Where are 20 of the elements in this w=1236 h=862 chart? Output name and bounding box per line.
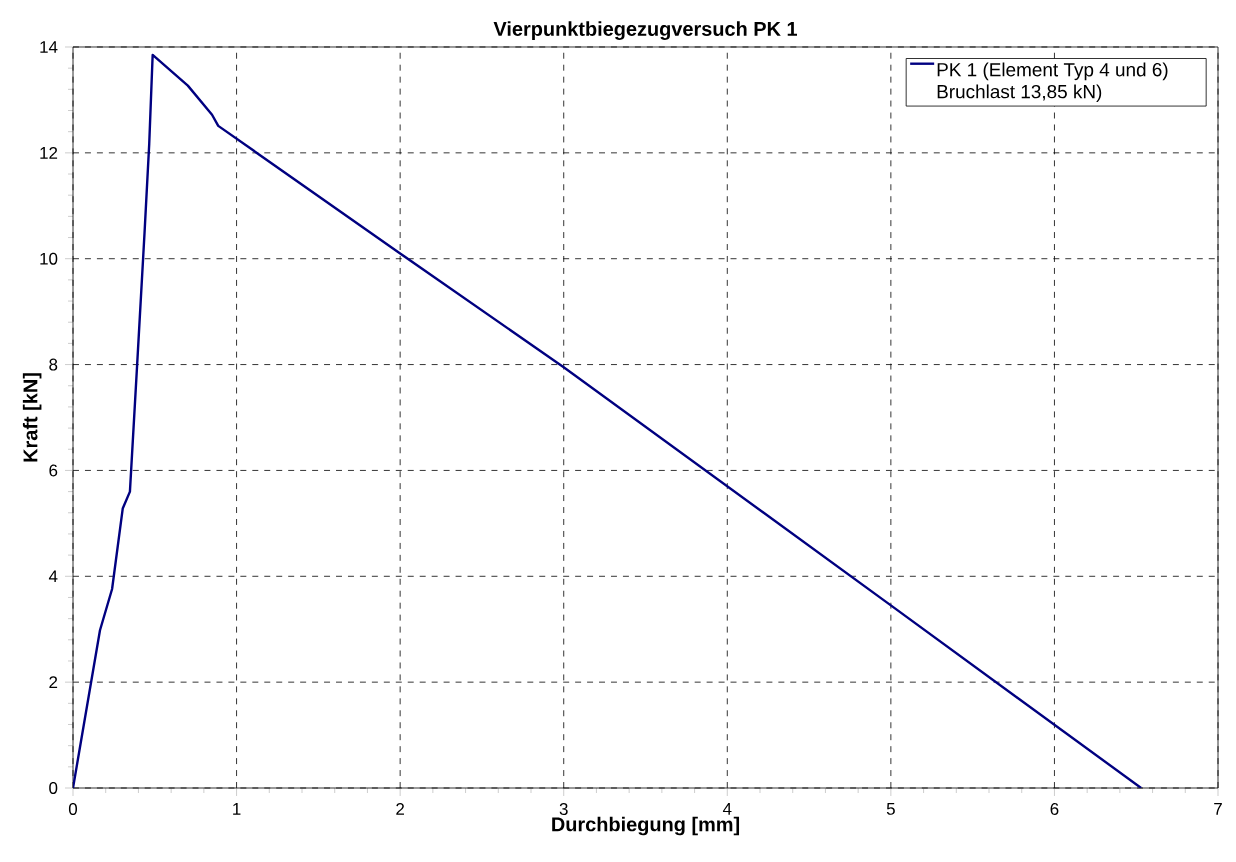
y-axis-title: Kraft [kN] [22,373,42,462]
legend-label: PK 1 (Element Typ 4 und 6) Bruchlast 13,85 kN) [937,62,1168,103]
x-tick-label: 0 [68,803,78,816]
x-tick-label: 5 [886,803,895,815]
y-tick-label: 12 [40,146,58,159]
y-tick-label: 2 [49,676,58,689]
x-axis-title: Durchbiegung [mm] [552,816,740,836]
chart-title: Vierpunktbiegezugversuch PK 1 [493,21,798,40]
y-tick-label: 4 [48,570,58,583]
y-tick-label: 0 [49,782,58,794]
x-tick-label: 1 [233,803,241,815]
x-tick-label: 3 [559,803,568,816]
x-tick-label: 6 [1050,803,1059,816]
y-tick-label: 10 [40,252,58,265]
x-tick-label: 7 [1214,803,1222,815]
x-tick-label: 4 [722,803,732,815]
y-tick-label: 8 [49,358,58,371]
y-tick-label: 6 [49,464,58,477]
y-tick-label: 14 [40,41,58,53]
x-tick-label: 2 [396,803,404,815]
